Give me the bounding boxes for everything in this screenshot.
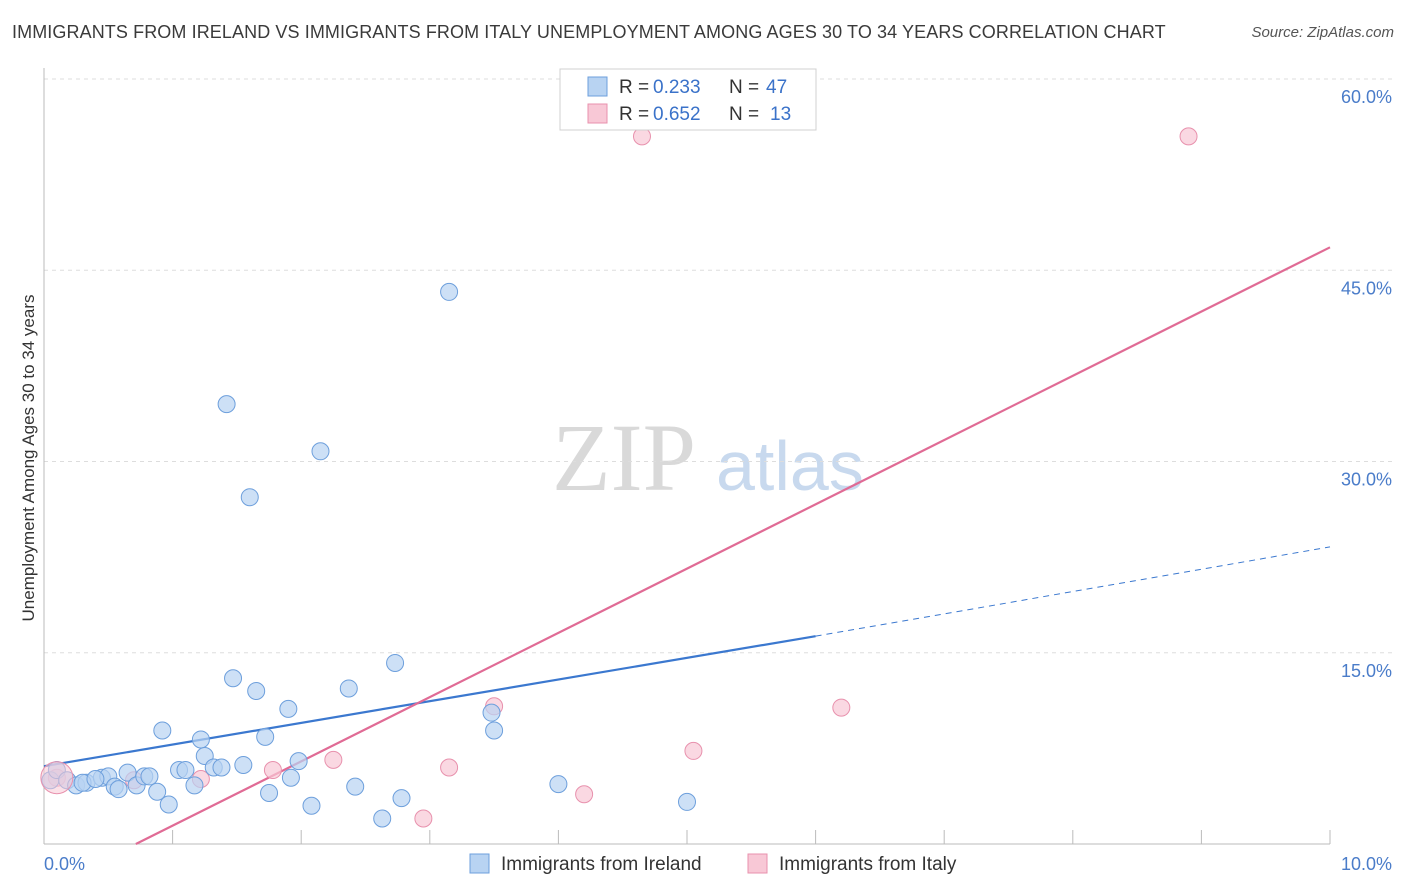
y-tick-label: 15.0% xyxy=(1341,661,1392,681)
legend-italy-r-value: 0.652 xyxy=(653,104,701,125)
source-label: Source: ZipAtlas.com xyxy=(1251,24,1394,41)
point-ireland xyxy=(148,782,167,801)
point-ireland xyxy=(247,682,266,700)
trendline-italy xyxy=(135,246,1331,845)
point-ireland xyxy=(392,789,411,808)
point-ireland xyxy=(260,784,279,802)
y-tick-label: 30.0% xyxy=(1341,470,1392,490)
point-italy-cluster xyxy=(40,761,74,795)
axes xyxy=(43,68,1331,845)
point-ireland xyxy=(109,780,128,799)
point-ireland xyxy=(678,792,696,811)
point-ireland xyxy=(346,777,365,796)
point-italy xyxy=(832,698,851,717)
bottom-legend-italy: Immigrants from Italy xyxy=(779,854,957,875)
y-tick-label: 60.0% xyxy=(1341,87,1392,107)
x-tick-label: 10.0% xyxy=(1341,854,1392,874)
trendline-ireland-extension xyxy=(815,546,1331,637)
point-ireland xyxy=(224,669,243,688)
watermark-atlas: atlas xyxy=(716,427,864,505)
point-ireland xyxy=(191,730,210,749)
point-ireland xyxy=(281,768,300,787)
chart-title: IMMIGRANTS FROM IRELAND VS IMMIGRANTS FR… xyxy=(12,22,1166,42)
point-ireland xyxy=(159,795,178,814)
trendline-ireland xyxy=(43,635,816,768)
point-italy xyxy=(263,761,282,780)
y-tick-label: 45.0% xyxy=(1341,278,1392,298)
stats-legend: R = 0.233 N = 47 R = 0.652 N = 13 xyxy=(559,68,817,131)
point-ireland xyxy=(302,796,321,815)
point-italy xyxy=(1179,127,1198,146)
point-ireland xyxy=(440,282,459,301)
point-ireland xyxy=(234,755,253,774)
point-ireland xyxy=(217,395,236,414)
y-axis-label: Unemployment Among Ages 30 to 34 years xyxy=(19,295,38,622)
gridlines xyxy=(44,78,1392,654)
point-ireland xyxy=(386,653,405,672)
bottom-legend-swatch-ireland xyxy=(469,853,490,874)
point-ireland xyxy=(176,761,195,780)
legend-ireland-n-value: 47 xyxy=(766,77,787,98)
point-italy xyxy=(684,741,703,760)
point-ireland xyxy=(549,775,568,794)
point-ireland xyxy=(185,776,204,795)
legend-ireland-n-label: N = xyxy=(729,77,759,98)
point-ireland xyxy=(212,758,231,777)
point-ireland xyxy=(118,763,137,782)
point-ireland xyxy=(86,769,105,788)
point-ireland xyxy=(482,703,501,722)
bottom-legend-ireland: Immigrants from Ireland xyxy=(501,854,702,875)
legend-ireland-r-label: R = xyxy=(619,77,649,98)
point-ireland xyxy=(289,752,308,771)
legend-swatch-ireland xyxy=(587,76,608,97)
data-points xyxy=(40,127,1198,828)
point-ireland xyxy=(311,442,330,461)
point-italy xyxy=(440,758,459,777)
legend-italy-r-label: R = xyxy=(619,104,649,125)
point-ireland xyxy=(485,721,504,740)
point-italy xyxy=(575,785,594,804)
series-legend: Immigrants from Ireland Immigrants from … xyxy=(469,853,957,875)
legend-italy-n-label: N = xyxy=(729,104,759,125)
point-ireland xyxy=(373,809,392,828)
bottom-legend-swatch-italy xyxy=(747,853,768,874)
legend-italy-n-value: 13 xyxy=(770,104,791,125)
legend-ireland-r-value: 0.233 xyxy=(653,77,701,98)
point-ireland xyxy=(339,679,358,698)
point-ireland xyxy=(153,721,172,740)
point-italy xyxy=(324,750,343,769)
trendlines xyxy=(43,246,1331,845)
point-italy xyxy=(414,809,433,828)
point-ireland xyxy=(279,699,298,718)
point-ireland xyxy=(140,767,159,786)
point-ireland xyxy=(256,727,275,746)
x-tick-label: 0.0% xyxy=(44,854,85,874)
watermark-zip: ZIP xyxy=(552,404,696,511)
point-ireland xyxy=(240,488,259,507)
legend-swatch-italy xyxy=(587,103,608,124)
tick-labels: 15.0% 30.0% 45.0% 60.0% 0.0% 10.0% xyxy=(44,87,1392,874)
